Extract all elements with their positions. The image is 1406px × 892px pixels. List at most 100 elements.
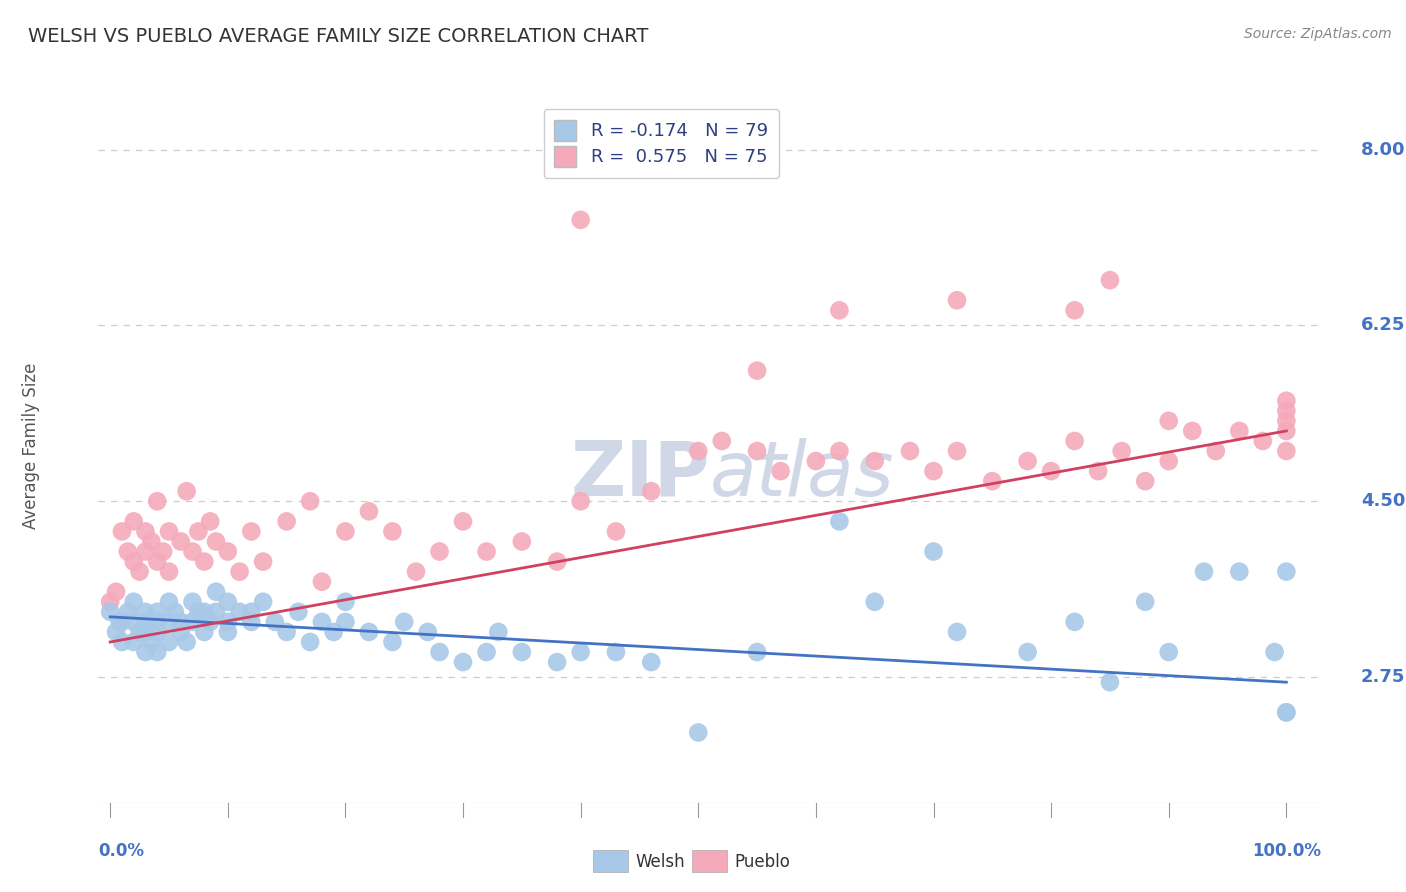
- Text: 100.0%: 100.0%: [1253, 842, 1322, 860]
- Point: [569, 645, 592, 659]
- Point: [416, 624, 439, 639]
- Point: [299, 635, 322, 649]
- Point: [128, 624, 150, 639]
- Point: [1275, 706, 1298, 720]
- Point: [157, 595, 180, 609]
- Point: [252, 555, 274, 569]
- Point: [1205, 444, 1227, 458]
- Point: [1063, 434, 1085, 448]
- Point: [863, 454, 886, 468]
- Point: [1017, 454, 1039, 468]
- Point: [170, 615, 193, 629]
- Point: [1135, 595, 1157, 609]
- Point: [193, 624, 215, 639]
- Point: [98, 605, 121, 619]
- Point: [405, 565, 427, 579]
- Point: [176, 635, 198, 649]
- Point: [187, 524, 209, 539]
- Text: WELSH VS PUEBLO AVERAGE FAMILY SIZE CORRELATION CHART: WELSH VS PUEBLO AVERAGE FAMILY SIZE CORR…: [28, 27, 648, 45]
- Point: [146, 494, 169, 508]
- Point: [170, 534, 193, 549]
- Point: [1264, 645, 1286, 659]
- Point: [134, 605, 156, 619]
- Point: [769, 464, 792, 478]
- Point: [688, 725, 710, 739]
- Text: 0.0%: 0.0%: [98, 842, 145, 860]
- Point: [898, 444, 921, 458]
- Point: [392, 615, 416, 629]
- Point: [117, 605, 139, 619]
- Point: [1181, 424, 1204, 438]
- Point: [828, 515, 851, 529]
- Point: [108, 615, 131, 629]
- Point: [828, 444, 851, 458]
- Point: [710, 434, 733, 448]
- Point: [240, 524, 263, 539]
- Text: 0.0%: 0.0%: [681, 860, 683, 862]
- Point: [141, 635, 163, 649]
- Point: [217, 624, 239, 639]
- Point: [946, 293, 969, 308]
- Point: [804, 454, 827, 468]
- Point: [163, 605, 186, 619]
- Point: [1157, 454, 1180, 468]
- Text: ZIP: ZIP: [571, 438, 710, 511]
- Point: [335, 615, 357, 629]
- Point: [569, 494, 592, 508]
- Point: [228, 605, 250, 619]
- Text: atlas: atlas: [710, 438, 894, 511]
- Point: [946, 624, 969, 639]
- Point: [146, 555, 169, 569]
- Point: [122, 515, 145, 529]
- Point: [381, 635, 404, 649]
- Point: [146, 605, 169, 619]
- Point: [157, 524, 180, 539]
- Text: 2.75: 2.75: [1361, 668, 1405, 686]
- Point: [605, 645, 627, 659]
- Point: [1275, 444, 1298, 458]
- Legend: R = -0.174   N = 79, R =  0.575   N = 75: R = -0.174 N = 79, R = 0.575 N = 75: [544, 109, 779, 178]
- Point: [475, 645, 498, 659]
- Point: [1251, 434, 1274, 448]
- Point: [745, 645, 768, 659]
- Point: [451, 655, 474, 669]
- Point: [181, 615, 204, 629]
- Point: [170, 624, 193, 639]
- Point: [1063, 303, 1085, 318]
- Point: [1017, 645, 1039, 659]
- Point: [1098, 675, 1121, 690]
- Point: [205, 584, 228, 599]
- Point: [640, 484, 662, 499]
- Point: [146, 645, 169, 659]
- Point: [1098, 273, 1121, 287]
- Text: Welsh: Welsh: [636, 853, 685, 871]
- Point: [640, 655, 662, 669]
- Point: [510, 645, 533, 659]
- Point: [922, 544, 945, 558]
- Point: [205, 534, 228, 549]
- Point: [1227, 565, 1250, 579]
- Point: [134, 624, 156, 639]
- Point: [1275, 404, 1298, 418]
- Point: [205, 605, 228, 619]
- Point: [1275, 414, 1298, 428]
- Point: [745, 444, 768, 458]
- Point: [263, 615, 285, 629]
- Point: [863, 595, 886, 609]
- Point: [357, 504, 380, 518]
- Text: Source: ZipAtlas.com: Source: ZipAtlas.com: [1244, 27, 1392, 41]
- Point: [828, 303, 851, 318]
- Point: [198, 515, 221, 529]
- Point: [240, 615, 263, 629]
- Point: [252, 595, 274, 609]
- Point: [335, 524, 357, 539]
- Point: [475, 544, 498, 558]
- Point: [111, 615, 134, 629]
- Point: [111, 524, 134, 539]
- Point: [128, 565, 150, 579]
- Point: [451, 515, 474, 529]
- Point: [299, 494, 322, 508]
- Point: [111, 635, 134, 649]
- Point: [1275, 424, 1298, 438]
- Point: [429, 544, 451, 558]
